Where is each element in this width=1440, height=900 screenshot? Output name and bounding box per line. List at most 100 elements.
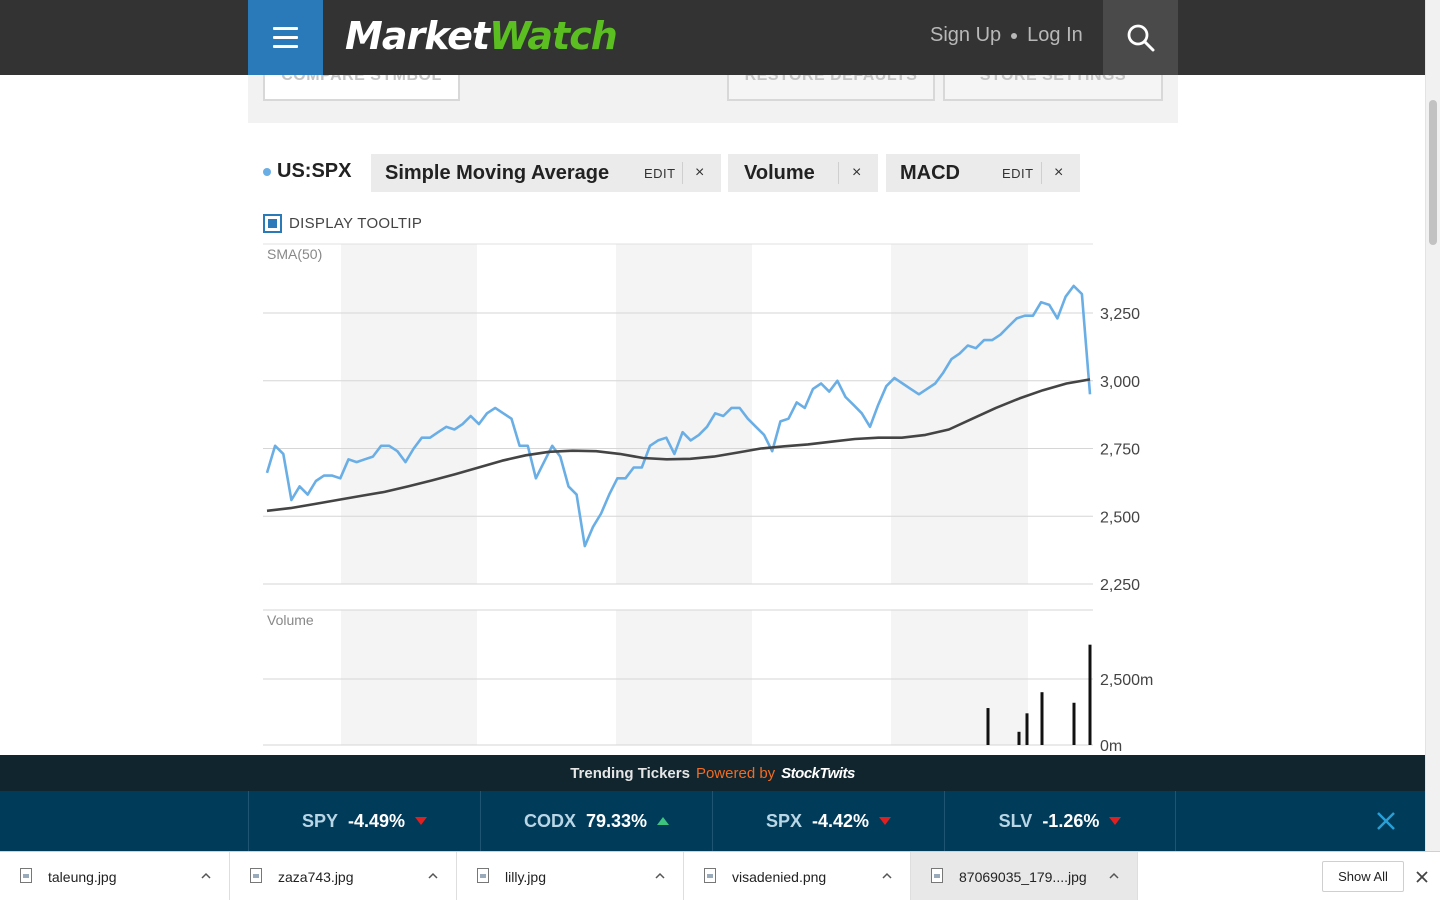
compare-symbol-button[interactable]: COMPARE SYMBOL: [263, 75, 460, 101]
logo-watch-text: Watch: [489, 14, 618, 58]
show-all-downloads-button[interactable]: Show All: [1322, 861, 1404, 892]
chip-divider: [838, 162, 839, 184]
y-tick-label: 2,250: [1100, 577, 1140, 594]
download-filename: lilly.jpg: [505, 869, 546, 885]
close-icon: [1416, 871, 1428, 883]
y-tick-label: 0m: [1100, 738, 1122, 755]
series-dot: [263, 167, 271, 176]
y-tick-label: 3,000: [1100, 374, 1140, 391]
store-settings-button[interactable]: STORE SETTINGS: [943, 75, 1163, 101]
log-in-link[interactable]: Log In: [1027, 24, 1083, 46]
checkbox-checked-icon: [263, 214, 282, 233]
chip-divider: [1041, 162, 1042, 184]
separator-dot: [1011, 32, 1018, 39]
price-series: [265, 284, 1092, 548]
search-button[interactable]: [1103, 0, 1178, 75]
ticker-spx[interactable]: SPX -4.42%: [712, 791, 944, 851]
macd-remove-button[interactable]: ×: [1054, 164, 1064, 181]
download-shelf: taleung.jpg zaza743.jpg lilly.jpg visade…: [0, 851, 1440, 900]
scrollbar-thumb[interactable]: [1429, 100, 1437, 245]
display-tooltip-checkbox[interactable]: DISPLAY TOOLTIP: [263, 214, 422, 233]
download-item[interactable]: zaza743.jpg: [230, 852, 457, 900]
volume-bands: [341, 610, 1028, 745]
restore-defaults-button[interactable]: RESTORE DEFAULTS: [727, 75, 935, 101]
chart-band: [341, 610, 477, 745]
stocktwits-logo[interactable]: StockTwits: [781, 764, 855, 782]
trending-tickers-header: Trending Tickers Powered by StockTwits: [0, 755, 1425, 791]
volume-indicator-chip: Volume ×: [728, 154, 878, 192]
sma-edit-button[interactable]: EDIT: [644, 165, 676, 181]
store-settings-label: STORE SETTINGS: [979, 75, 1127, 84]
macd-edit-button[interactable]: EDIT: [1002, 165, 1034, 181]
chart-band: [341, 244, 477, 584]
volume-bar: [1017, 731, 1021, 745]
chart-band: [891, 610, 1028, 745]
chevron-up-icon[interactable]: [655, 871, 665, 881]
download-item[interactable]: lilly.jpg: [457, 852, 684, 900]
image-file-icon: [477, 868, 489, 883]
volume-gridlines: [263, 609, 1093, 746]
ticker-codx[interactable]: CODX 79.33%: [480, 791, 712, 851]
chevron-up-icon[interactable]: [201, 871, 211, 881]
volume-label: Volume: [744, 161, 815, 184]
account-links: Sign Up Log In: [930, 24, 1083, 47]
y-tick-label: 3,250: [1100, 306, 1140, 323]
download-filename: 87069035_179....jpg: [959, 869, 1087, 885]
chart-band: [616, 610, 752, 745]
ticker-spy[interactable]: SPY -4.49%: [248, 791, 480, 851]
marketwatch-logo[interactable]: MarketWatch: [345, 14, 618, 58]
sma-chart-title: SMA(50): [267, 246, 322, 262]
volume-bar: [1025, 713, 1029, 745]
trending-tickers-bar: SPY -4.49% CODX 79.33% SPX -4.42% SLV -1…: [0, 791, 1425, 851]
symbol-label: US:SPX: [277, 160, 352, 182]
volume-axis-ticks: 2,500m 0m: [1100, 672, 1153, 755]
ticker-change: -1.26%: [1042, 810, 1100, 831]
download-item[interactable]: 87069035_179....jpg: [911, 852, 1138, 900]
volume-bar: [1040, 692, 1044, 745]
volume-remove-button[interactable]: ×: [852, 164, 862, 181]
sma-indicator-chip: Simple Moving Average EDIT ×: [371, 154, 721, 192]
ticker-symbol: CODX: [523, 810, 576, 831]
ticker-change: -4.49%: [347, 810, 406, 831]
chart-bands: [341, 244, 1028, 584]
sma-remove-button[interactable]: ×: [695, 164, 705, 181]
menu-icon-bar: [273, 45, 298, 48]
chevron-up-icon[interactable]: [428, 871, 438, 881]
hamburger-menu-button[interactable]: [248, 0, 323, 75]
powered-by-label: Powered by: [695, 764, 776, 782]
close-icon: [1377, 812, 1395, 830]
chevron-up-icon[interactable]: [882, 871, 892, 881]
chart-band: [891, 244, 1028, 584]
chart-band: [616, 244, 752, 584]
price-line: [265, 284, 1092, 548]
sign-up-link[interactable]: Sign Up: [930, 24, 1002, 46]
ticker-change: -4.42%: [811, 810, 870, 831]
top-navigation: MarketWatch Sign Up Log In: [0, 0, 1425, 75]
page-scrollbar[interactable]: [1425, 0, 1440, 851]
display-tooltip-label: DISPLAY TOOLTIP: [289, 215, 423, 232]
close-trending-button[interactable]: [1372, 807, 1400, 835]
volume-bar: [1088, 644, 1092, 745]
macd-label: MACD: [900, 161, 960, 184]
ticker-symbol: SPX: [765, 810, 802, 831]
volume-bars: [986, 644, 1092, 745]
sma-label: Simple Moving Average: [385, 161, 610, 184]
download-item[interactable]: visadenied.png: [684, 852, 911, 900]
image-file-icon: [250, 868, 262, 883]
image-file-icon: [931, 868, 943, 883]
chart-gridlines: [263, 243, 1093, 585]
ticker-slv[interactable]: SLV -1.26%: [944, 791, 1176, 851]
trending-title: Trending Tickers: [570, 764, 690, 782]
download-filename: zaza743.jpg: [278, 869, 354, 885]
ticker-symbol: SPY: [301, 810, 338, 831]
chart-controls: COMPARE SYMBOL RESTORE DEFAULTS STORE SE…: [248, 75, 1178, 123]
arrow-down-icon: [415, 817, 428, 825]
y-tick-label: 2,500m: [1100, 672, 1153, 689]
y-tick-label: 2,500: [1100, 509, 1140, 526]
download-item[interactable]: taleung.jpg: [0, 852, 230, 900]
close-shelf-button[interactable]: [1413, 868, 1431, 886]
chevron-up-icon[interactable]: [1109, 871, 1119, 881]
search-icon: [1127, 24, 1154, 51]
price-chart[interactable]: SMA(50) 3,250 3,000 2,750 2,500 2,250 Volume…: [0, 0, 1425, 755]
chip-divider: [682, 162, 683, 184]
